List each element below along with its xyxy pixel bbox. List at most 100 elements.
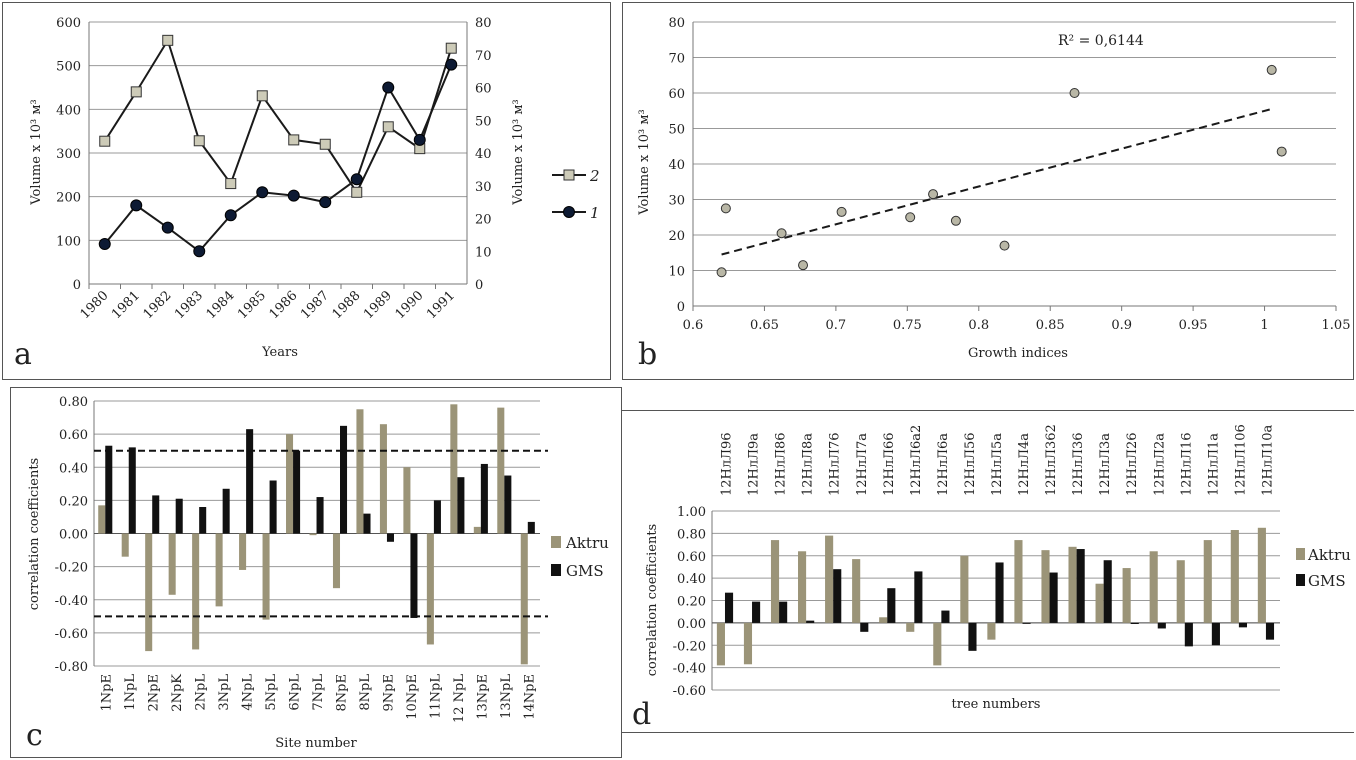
data-point-2 [130,86,142,98]
y-tick-label-c: 0.40 [59,461,88,476]
y-tick-label-b: 0 [677,300,685,315]
bar-c-GMS [480,463,488,534]
series-line-1 [103,64,453,253]
data-point-1 [319,196,332,209]
y-tick-label-d: 0.20 [677,595,706,610]
y-tick-label-a: 100 [56,234,81,249]
data-point-1 [413,133,426,146]
category-label-d: 12НлЛ10а [1260,424,1275,496]
x-tick-label-b: 0.6 [683,318,704,333]
data-point-1 [445,58,458,71]
bar-c-Aktru [403,467,411,534]
bar-c-GMS [128,447,136,534]
y2-tick-label-a: 50 [475,114,492,129]
data-point-1 [256,186,269,199]
legend-marker-1 [563,206,575,218]
bar-d-Aktru [1230,530,1239,623]
x-tick-label-b: 0.75 [893,318,922,333]
x-tick-label-c: 4NpL [241,674,256,711]
panel-letter-a: a [14,337,32,372]
bar-c-GMS [410,533,418,618]
data-point-b [720,203,731,214]
category-label-d: 12НлЛ106 [1233,424,1248,496]
x-tick-label-a: 1988 [330,288,364,322]
bar-d-Aktru [1014,540,1023,623]
data-point-2 [319,138,331,150]
trend-line-b [721,108,1272,256]
data-point-b [928,189,939,200]
y-axis-label-b: Volume x 10³ м³ [637,109,652,215]
x-tick-label-c: 10NpE [405,674,420,720]
data-point-b [1266,64,1277,75]
y-tick-label-d: -0.20 [673,639,706,654]
bar-c-GMS [527,521,535,534]
panel-d-divider-top [622,410,1354,411]
data-point-b [836,206,847,217]
bar-c-GMS [222,488,230,534]
data-point-2 [225,178,237,190]
bar-c-Aktru [473,526,481,534]
y-tick-label-b: 70 [668,52,685,67]
category-label-d: 12НлЛ1а [1206,433,1221,496]
bar-d-GMS [914,571,923,623]
bar-d-Aktru [852,559,861,623]
y-tick-label-c: -0.80 [55,660,88,675]
data-point-2 [351,186,363,198]
bar-c-GMS [269,480,277,534]
bar-d-Aktru [1176,560,1185,623]
y-axis-label-c: correlation coefficients [27,458,42,610]
x-tick-label-c: 2NpK [170,674,185,712]
bar-d-GMS [860,622,869,632]
x-tick-label-a: 1990 [393,288,427,322]
bar-d-Aktru [1095,583,1104,623]
bar-c-Aktru [98,505,106,534]
y-tick-label-b: 60 [668,87,685,102]
y2-axis-label-a: Volume x 10³ м³ [511,99,526,205]
bar-c-GMS [152,495,160,534]
y-tick-label-d: 0.60 [677,550,706,565]
x-tick-label-c: 5NpL [264,674,279,711]
data-point-b [798,260,809,271]
y2-tick-label-a: 60 [475,82,492,97]
bar-d-GMS [806,620,815,623]
bar-c-GMS [246,429,254,534]
y-tick-label-c: -0.60 [55,627,88,642]
legend-label-2: 2 [589,167,600,185]
legend-label-c-GMS: GMS [566,562,604,580]
category-label-d: 12НлЛ3а [1098,433,1113,496]
x-tick-label-a: 1980 [78,288,112,322]
x-tick-label-c: 12 NpL [452,674,467,723]
x-tick-label-c: 2NpL [194,674,209,711]
panel-a-frame [2,2,611,380]
data-point-2 [256,90,268,102]
bar-d-GMS [887,588,896,623]
bar-c-Aktru [426,533,434,645]
data-point-1 [130,199,143,212]
category-label-d: 12НлЛ6а [936,433,951,496]
y-tick-label-b: 10 [668,265,685,280]
bar-c-Aktru [332,533,341,589]
bar-c-Aktru [520,533,528,665]
bar-d-GMS [995,562,1004,623]
bar-d-Aktru [770,540,780,623]
category-label-d: 12НлЛ7а [855,433,870,496]
x-tick-label-a: 1989 [361,288,395,322]
y-tick-label-a: 600 [56,16,81,31]
data-point-1 [98,238,111,251]
bar-d-GMS [968,622,977,651]
category-label-d: 12НлЛ6а2 [909,425,924,496]
bar-c-GMS [363,513,371,534]
bar-d-Aktru [1203,540,1212,623]
x-tick-label-c: 13NpL [499,674,514,719]
x-tick-label-b: 0.9 [1111,318,1132,333]
data-point-2 [382,121,394,133]
x-axis-label-a: Years [261,345,298,360]
y-tick-label-b: 30 [668,194,685,209]
x-tick-label-c: 8NpL [358,674,373,711]
bar-c-GMS [105,445,113,534]
legend-swatch-GMS [551,564,561,576]
x-tick-label-b: 0.95 [1179,318,1208,333]
category-label-d: 12НлЛ86 [774,432,789,496]
bar-d-Aktru [1122,568,1131,623]
